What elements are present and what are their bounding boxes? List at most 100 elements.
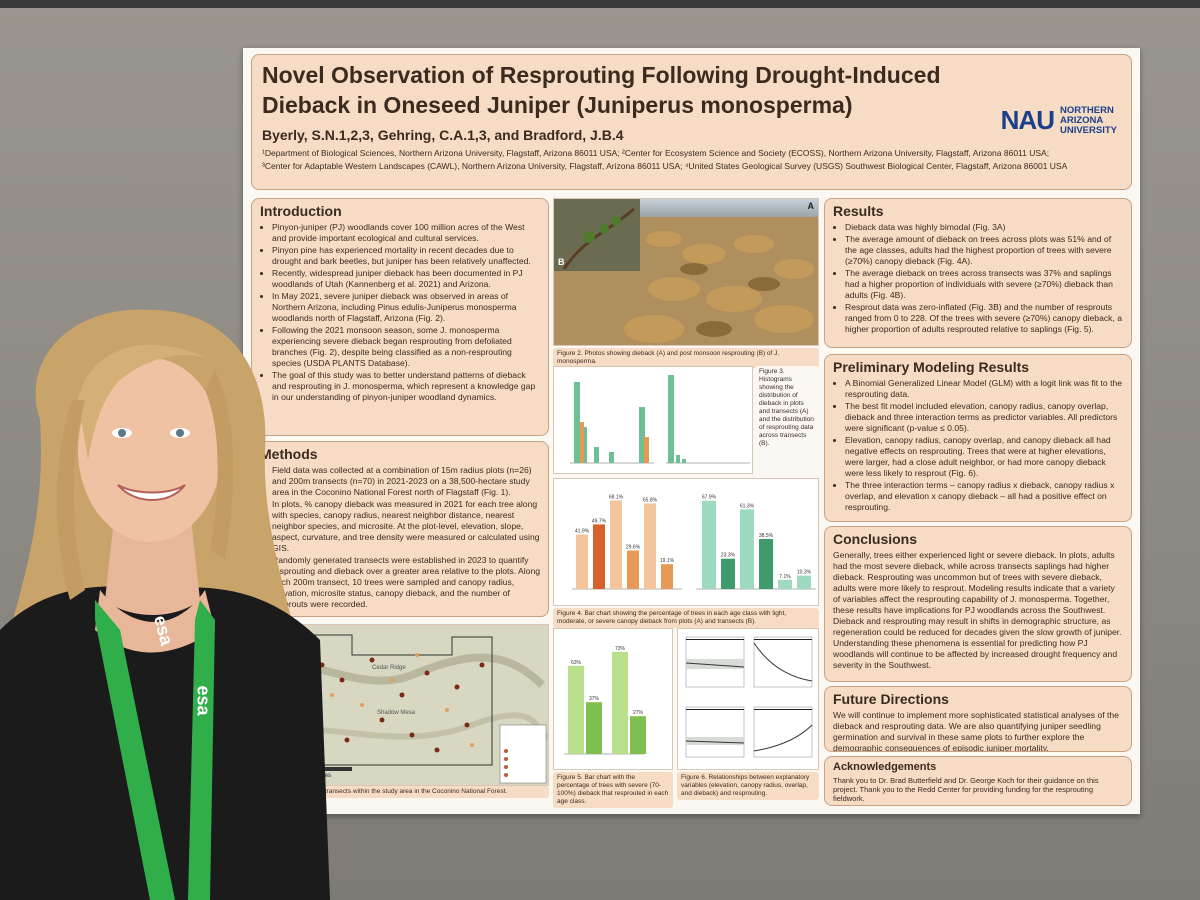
logo-line-3: UNIVERSITY: [1059, 124, 1117, 136]
map-label-ridge: Cedar Ridge: [372, 665, 406, 671]
acknowledgements-text: Thank you to Dr. Brad Butterfield and Dr…: [833, 776, 1099, 803]
methods-bullet: Randomly generated transects were establ…: [272, 555, 540, 610]
photo-label-b: B: [558, 257, 565, 267]
future-directions-panel: Future Directions We will continue to im…: [824, 686, 1132, 752]
lanyard-text-right: esa: [193, 685, 214, 716]
figure5-bar-chart: 63% 37% 73% 27%: [553, 628, 673, 770]
modeling-bullet: A Binomial Generalized Linear Model (GLM…: [845, 378, 1123, 400]
fig4b-bar-label: 38.5%: [759, 533, 774, 539]
histogram-charts: [570, 375, 750, 464]
intro-bullet: In May 2021, severe juniper dieback was …: [272, 291, 540, 324]
intro-bullet: Pinyon-juniper (PJ) woodlands cover 100 …: [272, 222, 540, 244]
methods-bullet: In plots, % canopy dieback was measured …: [272, 499, 540, 554]
fig4a-bar-label: 68.1%: [609, 494, 624, 500]
modeling-bullet: Elevation, canopy radius, canopy overlap…: [845, 435, 1123, 479]
modeling-bullet: The best fit model included elevation, c…: [845, 401, 1123, 434]
intro-bullet: Following the 2021 monsoon season, some …: [272, 325, 540, 369]
methods-list: Field data was collected at a combinatio…: [260, 465, 540, 610]
fig4b-bar-label: 7.1%: [779, 574, 791, 580]
results-bullet: The average amount of dieback on trees a…: [845, 234, 1123, 267]
conclusions-heading: Conclusions: [833, 531, 918, 547]
presenter-person: [0, 309, 330, 900]
figure5-caption: Figure 5. Bar chart with the percentage …: [553, 772, 673, 808]
introduction-panel: Introduction Pinyon-juniper (PJ) woodlan…: [251, 198, 549, 436]
results-list: Dieback data was highly bimodal (Fig. 3A…: [833, 222, 1123, 335]
poster-title-line2: Dieback in Oneseed Juniper (Juniperus mo…: [262, 92, 853, 118]
acknowledgements-heading: Acknowledgements: [833, 761, 937, 773]
conclusions-text: Generally, trees either experienced ligh…: [833, 550, 1122, 670]
figure2-caption: Figure 2. Photos showing dieback (A) and…: [553, 348, 819, 368]
fig4b-bar-label: 67.9%: [702, 495, 717, 501]
results-bullet: Resprout data was zero-inflated (Fig. 3B…: [845, 302, 1123, 335]
fig4b-bar: [778, 579, 792, 589]
fig4b-bar-label: 61.3%: [740, 503, 755, 509]
results-bullet: Dieback data was highly bimodal (Fig. 3A…: [845, 222, 1123, 233]
figure3-histograms: [553, 366, 753, 474]
intro-bullet: Pinyon pine has experienced mortality in…: [272, 245, 540, 267]
fig4b-bar: [797, 575, 811, 589]
modeling-panel: Preliminary Modeling Results A Binomial …: [824, 354, 1132, 522]
fig4a-bar-label: 41.9%: [575, 529, 590, 535]
fig5-bar-label: 27%: [633, 710, 644, 716]
poster-authors: Byerly, S.N.1,2,3, Gehring, C.A.1,3, and…: [262, 127, 624, 143]
logo-line-2: ARIZONA: [1059, 114, 1104, 126]
fig5-bar-label: 73%: [615, 646, 626, 652]
fig4a-bar: [661, 564, 673, 589]
introduction-heading: Introduction: [260, 203, 342, 219]
fig4a-bar-label: 65.8%: [643, 497, 658, 503]
fig4b-bar: [740, 509, 754, 589]
affiliation-line1: ¹Department of Biological Sciences, Nort…: [262, 148, 1050, 158]
introduction-list: Pinyon-juniper (PJ) woodlands cover 100 …: [260, 222, 540, 403]
fig5-bar-label: 37%: [589, 696, 600, 702]
fig4a-bar: [627, 550, 639, 589]
fig4a-bar: [576, 534, 588, 589]
nau-logo-mark: NAU: [1000, 105, 1055, 135]
figure3-caption: Figure 3. Histograms showing the distrib…: [755, 366, 819, 474]
modeling-bullet: The three interaction terms – canopy rad…: [845, 480, 1123, 513]
figure6-caption: Figure 6. Relationships between explanat…: [677, 772, 819, 800]
results-bullet: The average dieback on trees across tran…: [845, 268, 1123, 301]
fig4b-bar-label: 10.3%: [797, 570, 812, 576]
figure4-caption: Figure 4. Bar chart showing the percenta…: [553, 608, 819, 628]
photo-label-a: A: [807, 201, 815, 211]
nau-logo-text: NORTHERN ARIZONA UNIVERSITY: [1059, 105, 1117, 136]
juniper-dieback-photo: [554, 199, 818, 345]
figure4-bar-charts: 41.9% 49.7% 68.1% 29.6% 65.8% 19.1% 67.9% 23.3%…: [553, 478, 819, 606]
dieback-age-class-bars: 41.9%49.7% 68.1% 29.6% 65.8% 19.1% 67.9% 23.3%…: [572, 494, 816, 590]
modeling-heading: Preliminary Modeling Results: [833, 359, 1030, 375]
research-poster: Novel Observation of Resprouting Followi…: [243, 48, 1140, 814]
affiliation-line2: ³Center for Adaptable Western Landscapes…: [262, 161, 1068, 171]
acknowledgements-panel: Acknowledgements Thank you to Dr. Brad B…: [824, 756, 1132, 806]
results-panel: Results Dieback data was highly bimodal …: [824, 198, 1132, 348]
results-heading: Results: [833, 203, 884, 219]
methods-bullet: Field data was collected at a combinatio…: [272, 465, 540, 498]
figure2-photos: B A: [553, 198, 819, 346]
intro-bullet: Recently, widespread juniper dieback has…: [272, 268, 540, 290]
future-text: We will continue to implement more sophi…: [833, 710, 1119, 752]
fig4a-bar-label: 19.1%: [660, 558, 675, 564]
conclusions-panel: Conclusions Generally, trees either expe…: [824, 526, 1132, 682]
nau-logo: NAU NORTHERN ARIZONA UNIVERSITY: [1001, 105, 1117, 136]
fig4b-bar: [702, 500, 716, 589]
fig4a-bar: [644, 503, 656, 589]
map-label-mesa: Shadow Mesa: [377, 710, 416, 716]
fig4b-bar: [721, 558, 735, 589]
methods-heading: Methods: [260, 446, 318, 462]
modeling-list: A Binomial Generalized Linear Model (GLM…: [833, 378, 1123, 513]
future-heading: Future Directions: [833, 691, 949, 707]
wall-trim: [0, 0, 1200, 8]
fig5-bar-label: 63%: [571, 660, 582, 666]
title-panel: Novel Observation of Resprouting Followi…: [251, 54, 1132, 190]
fig5-bar: [586, 702, 602, 754]
fig4a-bar-label: 49.7%: [592, 518, 607, 524]
fig4b-bar-label: 23.3%: [721, 553, 736, 559]
methods-panel: Methods Field data was collected at a co…: [251, 441, 549, 617]
resprouting-bars: 63% 37% 73% 27%: [564, 646, 646, 755]
intro-bullet: The goal of this study was to better und…: [272, 370, 540, 403]
fig4a-bar-label: 29.6%: [626, 545, 641, 551]
fig4a-bar: [593, 524, 605, 589]
figure6-line-plots: [677, 628, 819, 770]
fig5-bar: [612, 651, 628, 754]
fig5-bar: [630, 716, 646, 754]
poster-title-line1: Novel Observation of Resprouting Followi…: [262, 62, 941, 88]
